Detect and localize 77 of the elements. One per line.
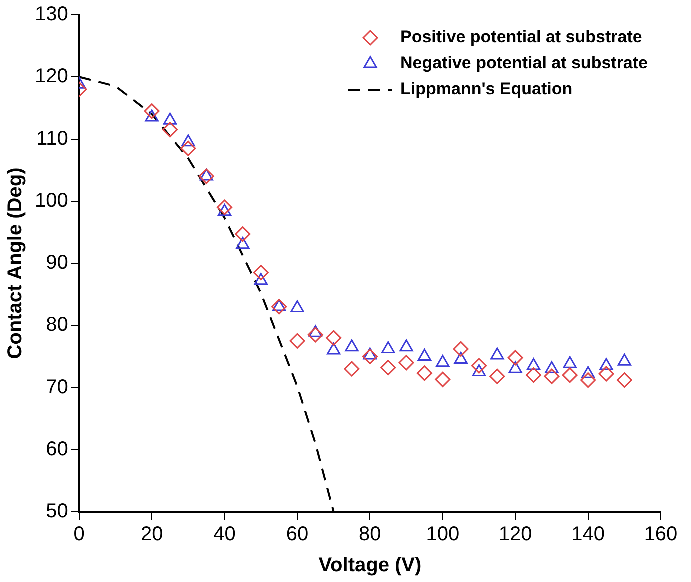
point [472,364,486,376]
point [290,300,304,312]
point [600,358,614,370]
point [380,360,396,376]
point [235,226,251,242]
x-tick-label: 160 [644,524,678,546]
point [162,122,178,138]
point [598,366,614,382]
point [290,333,306,349]
legend-label: Lippmann's Equation [400,80,573,99]
x-tick-label: 60 [286,524,309,546]
y-tick-label: 80 [46,314,68,336]
point [217,200,233,216]
point [508,350,524,366]
point [326,330,342,346]
point [400,340,414,352]
point [253,265,269,281]
point [200,168,214,181]
y-tick-label: 60 [46,438,68,460]
point [471,358,487,374]
x-axis-title: Voltage (V) [318,554,422,577]
x-tick-label: 100 [426,524,460,546]
y-tick-label: 120 [34,66,68,88]
point [508,361,522,374]
point [308,325,322,338]
point [272,299,288,315]
x-tick-label: 0 [74,524,85,546]
point [272,299,286,312]
point [218,204,232,216]
x-tick-label: 120 [498,524,532,546]
y-tick-label: 50 [46,500,68,523]
y-tick-label: 100 [34,190,68,212]
point [144,104,160,120]
point [145,110,159,122]
point [435,372,451,388]
point [545,361,559,374]
point [616,372,632,388]
point [398,355,414,371]
point [308,327,324,343]
point [618,354,632,366]
point [526,368,542,384]
y-tick-label: 130 [34,4,68,26]
point [490,368,506,384]
point [382,341,396,354]
point [580,372,596,388]
point [198,168,214,184]
point [526,358,541,370]
x-tick-label: 40 [214,524,236,546]
point [327,342,341,355]
point [454,352,468,364]
y-axis-title: Contact Angle (Deg) [4,168,27,360]
point [345,340,359,352]
point [544,368,560,384]
point [362,348,378,364]
point [490,348,504,360]
legend-label: Positive potential at substrate [400,28,642,47]
y-tick-label: 110 [36,128,68,150]
point [416,366,432,382]
point [418,348,432,361]
point [436,355,450,368]
point [344,361,360,377]
x-tick-label: 20 [140,524,164,546]
point [453,341,469,357]
point [163,112,178,125]
point [254,273,268,286]
point [581,366,596,378]
point [182,134,196,147]
x-tick-label: 80 [359,524,382,546]
point [363,348,377,360]
point [563,356,577,368]
point [236,237,250,250]
legend-label: Negative potential at substrate [400,54,648,73]
point [180,140,196,156]
y-tick-label: 90 [46,252,68,274]
y-tick-label: 70 [46,376,68,398]
point [562,368,578,384]
x-tick-label: 140 [572,524,605,546]
